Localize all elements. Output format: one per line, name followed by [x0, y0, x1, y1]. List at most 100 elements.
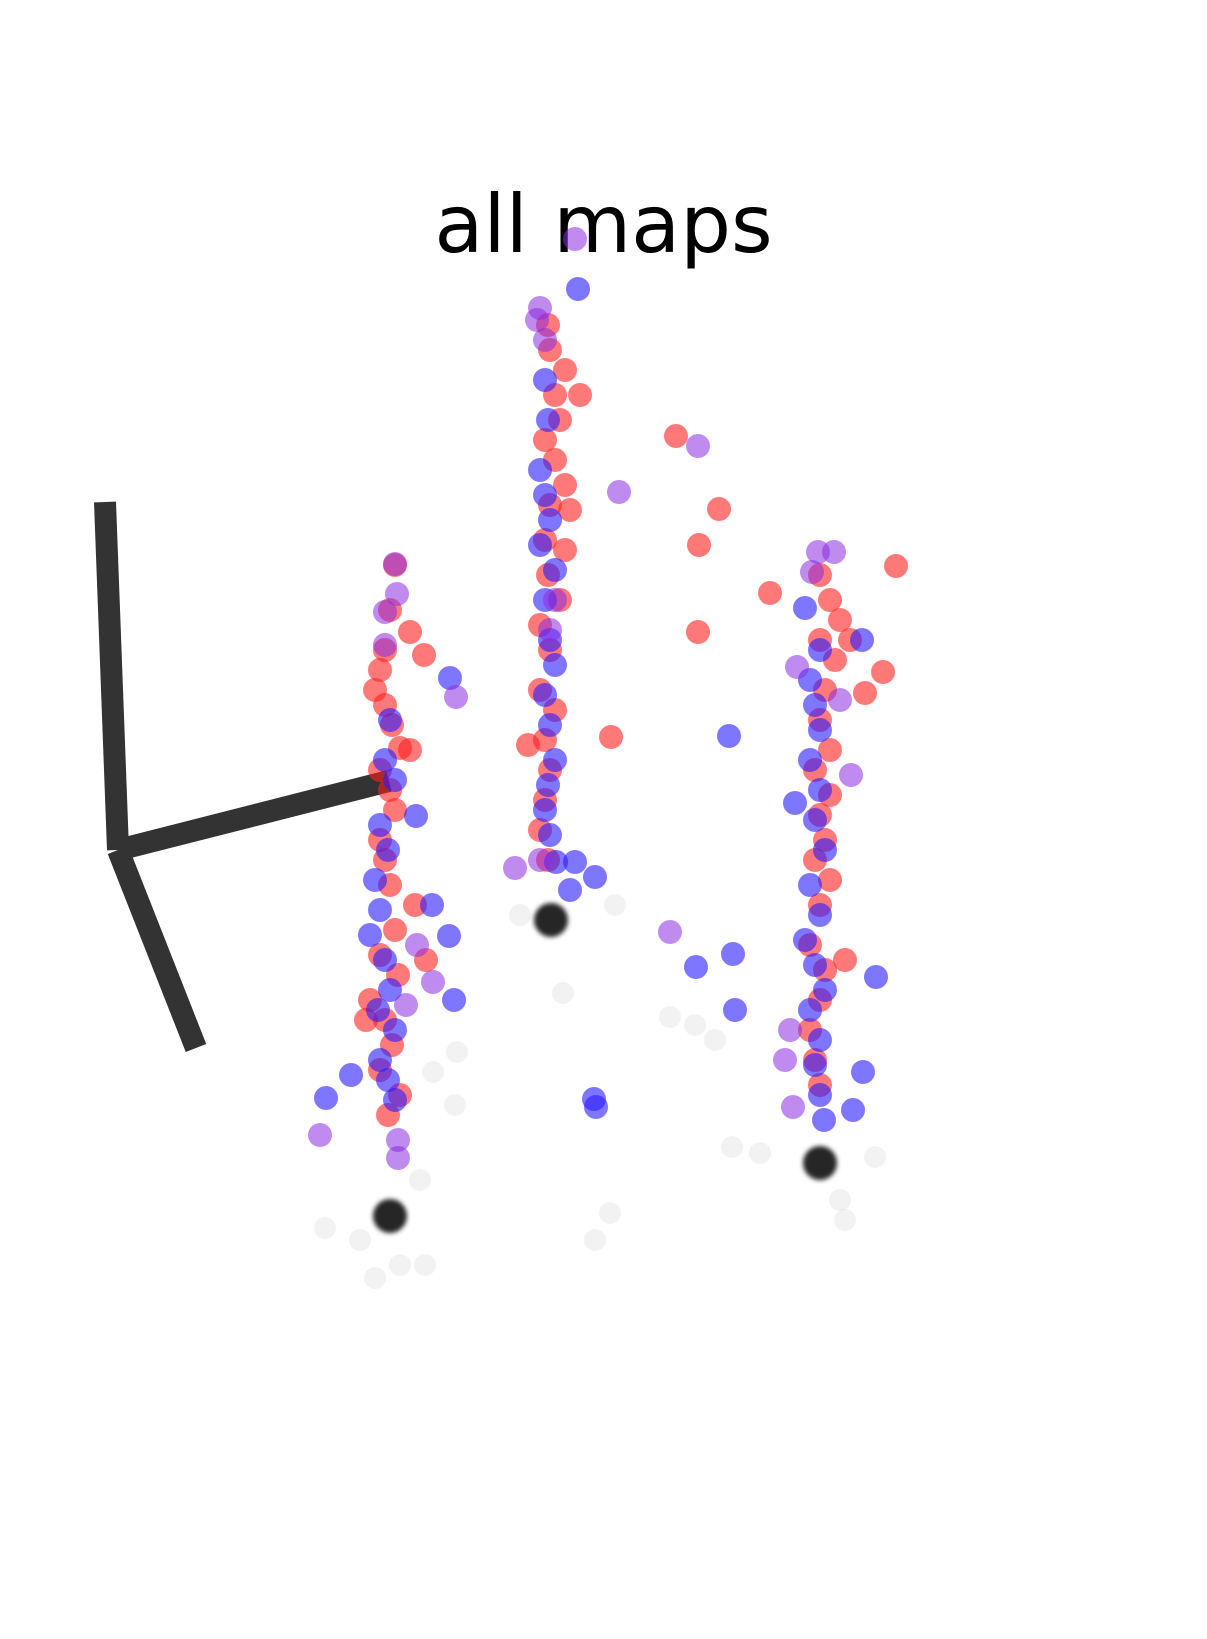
series-right-column-purple — [773, 540, 863, 1119]
data-point — [707, 497, 731, 521]
data-point — [533, 328, 557, 352]
data-point — [803, 1146, 837, 1180]
data-point — [607, 480, 631, 504]
data-point — [412, 643, 436, 667]
data-point — [533, 428, 557, 452]
data-point — [383, 798, 407, 822]
data-point — [828, 608, 852, 632]
data-point — [373, 948, 397, 972]
data-point — [368, 658, 392, 682]
data-point — [812, 1108, 836, 1132]
data-point — [686, 434, 710, 458]
data-point — [552, 982, 574, 1004]
data-point — [444, 685, 468, 709]
data-point — [566, 277, 590, 301]
data-point — [446, 1041, 468, 1063]
data-point — [349, 1229, 371, 1251]
data-point — [528, 848, 552, 872]
series-right-column-blue — [684, 596, 888, 1132]
data-point — [584, 1095, 608, 1119]
data-point — [528, 458, 552, 482]
data-point — [793, 928, 817, 952]
data-point — [798, 998, 822, 1022]
data-point — [721, 1136, 743, 1158]
data-point — [717, 724, 741, 748]
data-point — [721, 942, 745, 966]
data-point — [422, 1061, 444, 1083]
data-point — [405, 933, 429, 957]
data-point — [516, 733, 540, 757]
series-left-column-blue — [314, 666, 466, 1112]
data-point — [773, 1048, 797, 1072]
data-point — [749, 1142, 771, 1164]
data-point — [386, 1128, 410, 1152]
data-point — [833, 948, 857, 972]
data-point — [373, 1199, 407, 1233]
data-point — [376, 1068, 400, 1092]
data-point — [509, 904, 531, 926]
data-point — [409, 1169, 431, 1191]
data-point — [818, 738, 842, 762]
data-point — [553, 473, 577, 497]
data-point — [781, 1095, 805, 1119]
data-point — [373, 748, 397, 772]
data-point — [368, 898, 392, 922]
data-point — [864, 965, 888, 989]
data-point — [383, 768, 407, 792]
data-point — [444, 1094, 466, 1116]
data-point — [536, 408, 560, 432]
points-layer — [308, 227, 908, 1289]
data-point — [438, 666, 462, 690]
data-point — [368, 1048, 392, 1072]
data-point — [818, 588, 842, 612]
data-point — [538, 508, 562, 532]
data-point — [442, 988, 466, 1012]
data-point — [584, 1229, 606, 1251]
data-point — [314, 1086, 338, 1110]
data-point — [403, 893, 427, 917]
data-point — [538, 713, 562, 737]
data-point — [437, 924, 461, 948]
data-point — [604, 894, 626, 916]
data-point — [658, 920, 682, 944]
data-point — [599, 725, 623, 749]
data-point — [533, 798, 557, 822]
series-floor-projection — [314, 894, 886, 1289]
data-point — [339, 1063, 363, 1087]
data-point — [553, 358, 577, 382]
data-point — [528, 533, 552, 557]
data-point — [385, 582, 409, 606]
data-point — [543, 653, 567, 677]
data-point — [793, 596, 817, 620]
data-point — [563, 850, 587, 874]
data-point — [813, 978, 837, 1002]
data-point — [778, 1018, 802, 1042]
data-point — [808, 638, 832, 662]
data-point — [568, 383, 592, 407]
data-point — [808, 718, 832, 742]
data-point — [850, 628, 874, 652]
data-point — [383, 918, 407, 942]
data-point — [366, 998, 390, 1022]
data-point — [368, 813, 392, 837]
data-point — [841, 1098, 865, 1122]
data-point — [543, 588, 567, 612]
data-point — [686, 620, 710, 644]
data-point — [785, 655, 809, 679]
data-point — [808, 903, 832, 927]
3d-axis-frame — [94, 501, 392, 1053]
data-point — [373, 600, 397, 624]
data-point — [803, 693, 827, 717]
data-point — [684, 1014, 706, 1036]
data-point — [383, 1018, 407, 1042]
data-point — [389, 1254, 411, 1276]
data-point — [800, 560, 824, 584]
data-point — [386, 1146, 410, 1170]
data-point — [308, 1123, 332, 1147]
data-point — [383, 552, 407, 576]
data-point — [798, 873, 822, 897]
data-point — [723, 998, 747, 1022]
data-point — [404, 804, 428, 828]
data-point — [798, 748, 822, 772]
